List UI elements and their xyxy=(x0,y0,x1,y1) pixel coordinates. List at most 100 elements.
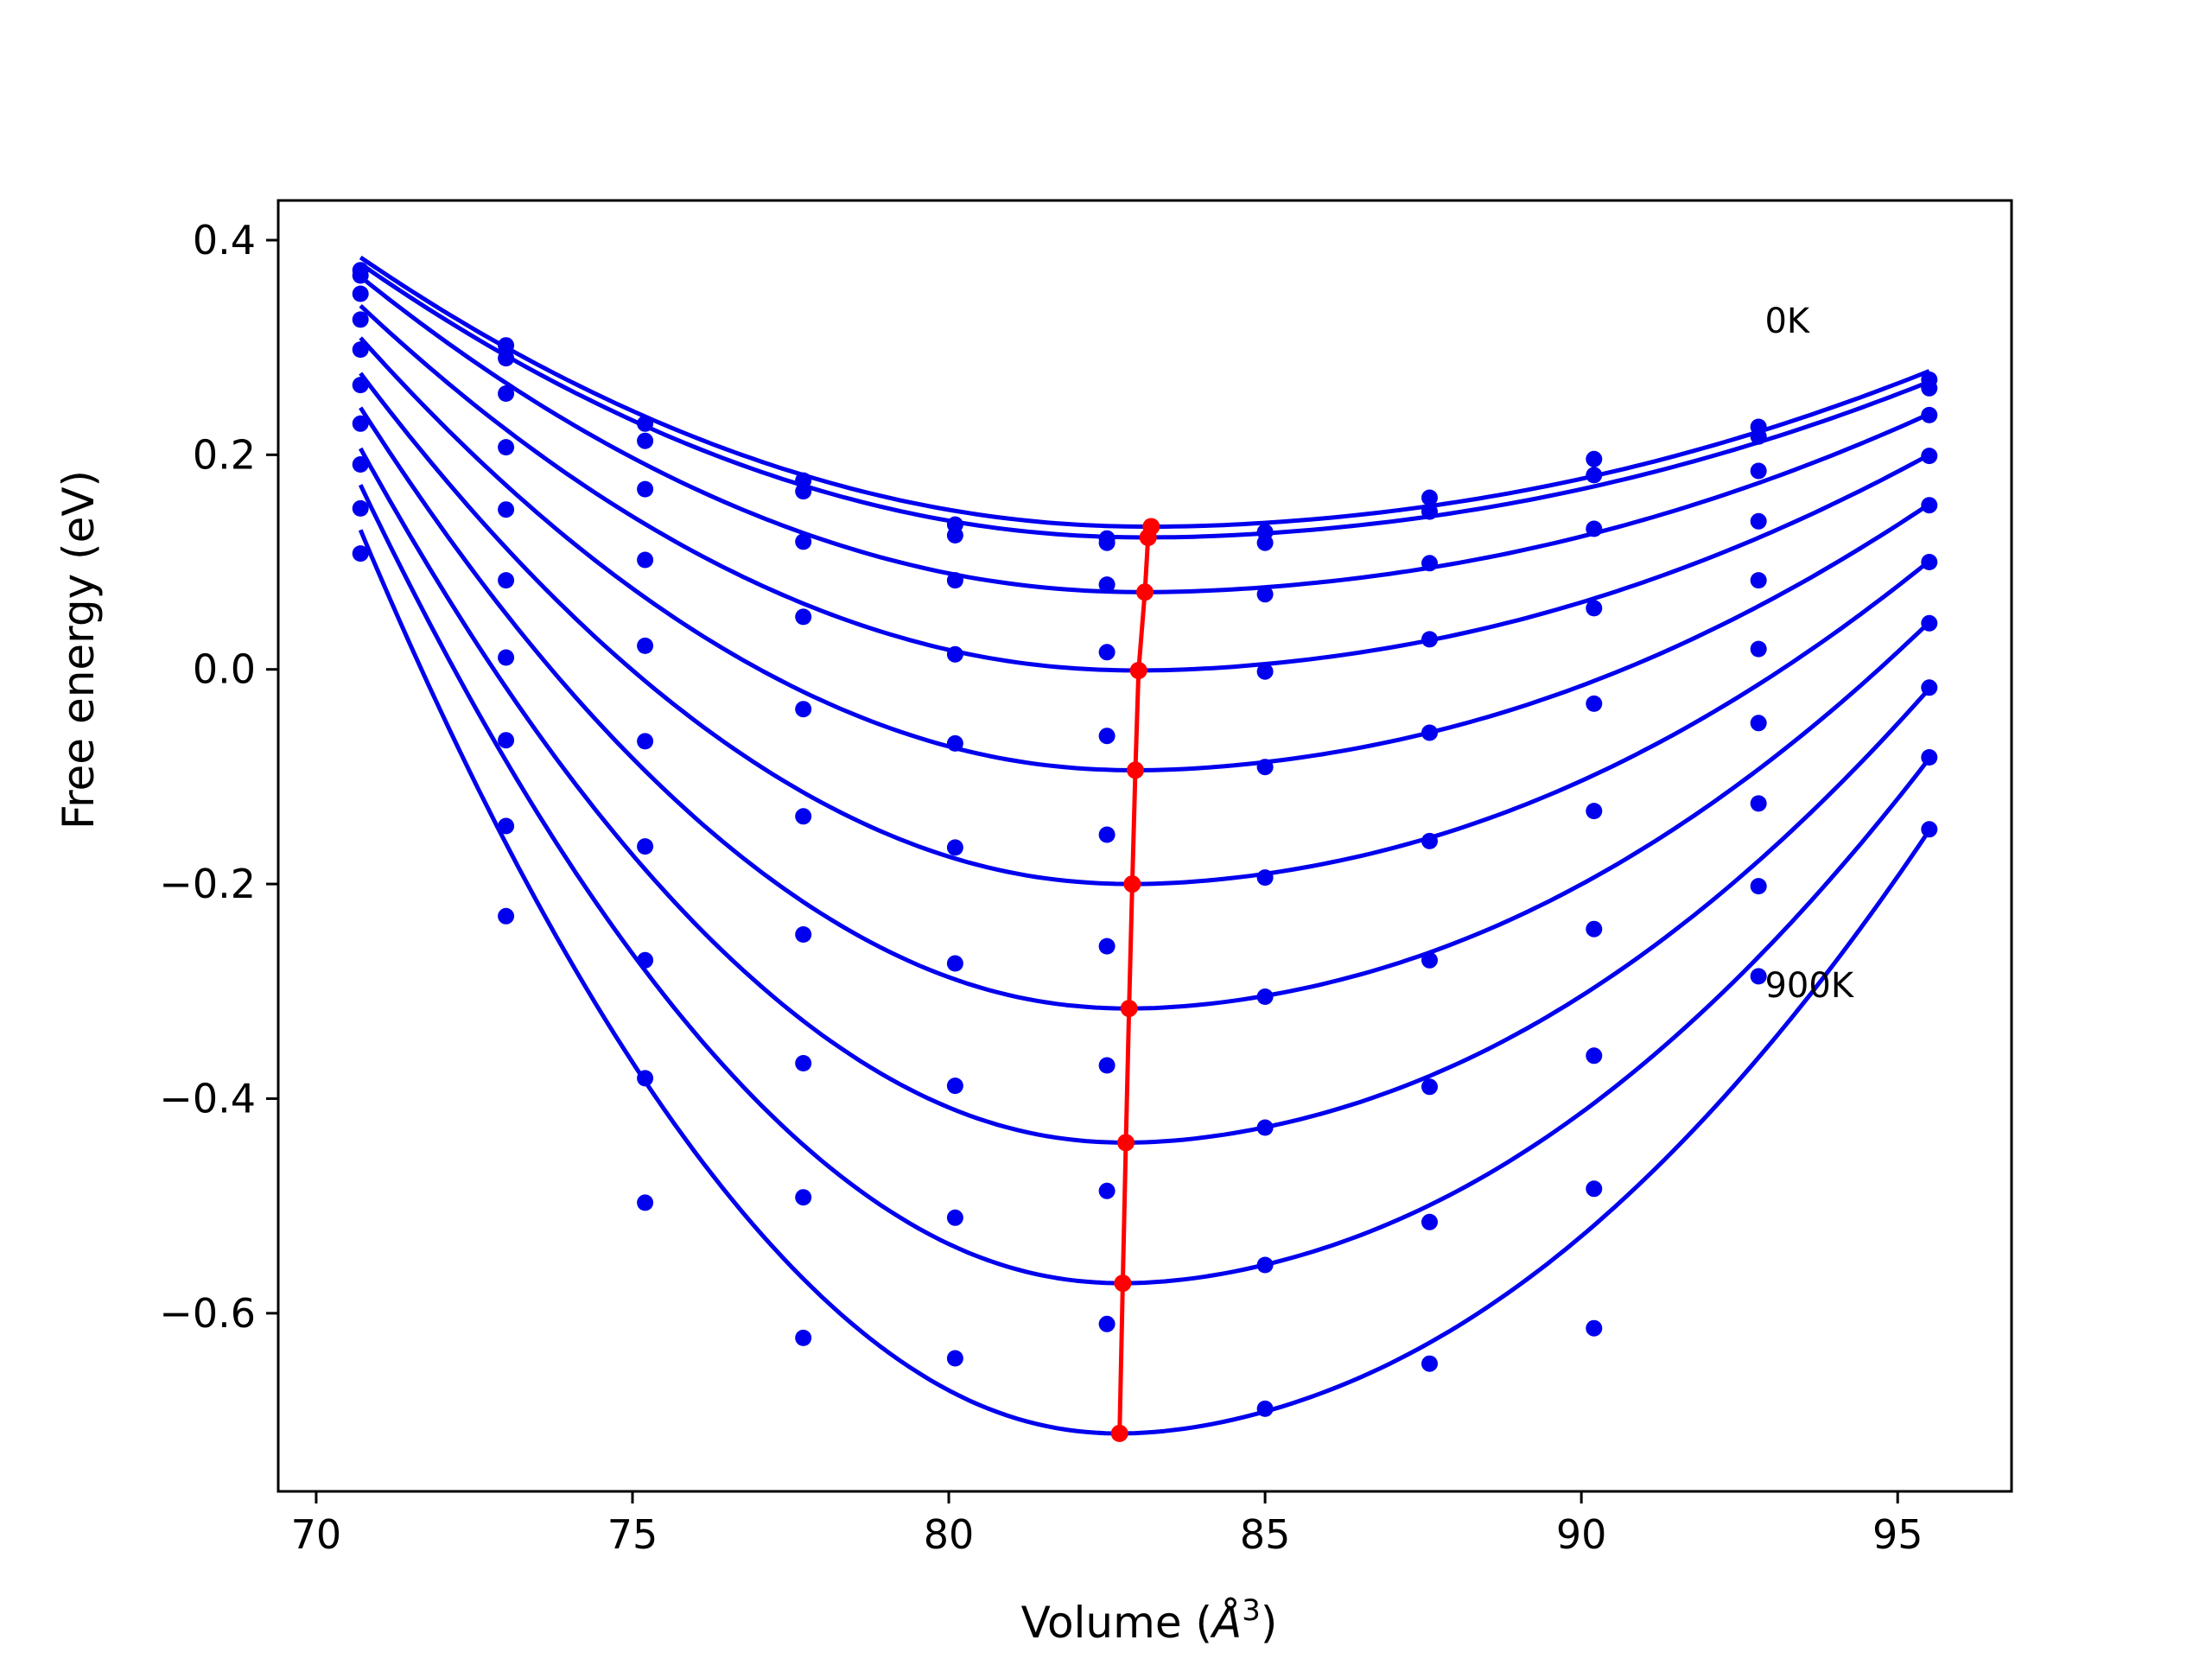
x-axis-ticks: 70 75 80 85 90 95 xyxy=(291,1491,1923,1558)
x-tick-label: 95 xyxy=(1872,1511,1923,1558)
data-point xyxy=(637,415,654,432)
data-point xyxy=(352,285,369,302)
data-point xyxy=(498,385,515,402)
data-point xyxy=(1421,503,1438,520)
x-axis-label-exponent: 3 xyxy=(1242,1593,1261,1628)
data-point xyxy=(637,733,654,750)
y-tick-label: −0.6 xyxy=(159,1290,256,1337)
y-tick-label: 0.0 xyxy=(193,646,256,693)
data-point xyxy=(1421,1078,1438,1096)
data-point xyxy=(498,572,515,589)
annotation-label: 900K xyxy=(1764,966,1854,1006)
data-point xyxy=(1750,968,1767,985)
data-point xyxy=(1921,679,1938,696)
y-tick-label: 0.2 xyxy=(193,431,256,478)
minimum-line-path xyxy=(1117,525,1154,1433)
data-point xyxy=(1750,428,1767,445)
y-axis-label: Free energy (eV) xyxy=(54,470,104,830)
data-point xyxy=(1750,878,1767,895)
data-point xyxy=(498,907,515,925)
data-point xyxy=(795,533,812,550)
x-axis-label-text: Volume ( xyxy=(1021,1598,1212,1648)
data-point xyxy=(1421,832,1438,849)
data-point xyxy=(637,551,654,569)
data-point xyxy=(1586,920,1603,938)
data-point xyxy=(795,701,812,718)
x-tick-label: 85 xyxy=(1240,1511,1291,1558)
data-point xyxy=(946,1350,963,1367)
data-point xyxy=(637,1194,654,1211)
minimum-line xyxy=(1110,518,1160,1442)
data-point xyxy=(498,439,515,456)
data-point xyxy=(352,499,369,517)
data-point xyxy=(1921,821,1938,838)
minimum-point xyxy=(1127,761,1144,779)
data-point xyxy=(1421,631,1438,648)
data-point xyxy=(795,608,812,626)
data-point xyxy=(352,341,369,359)
minimum-point xyxy=(1114,1274,1132,1293)
minimum-point xyxy=(1117,1134,1135,1152)
minimum-point xyxy=(1110,1424,1128,1442)
x-tick-label: 80 xyxy=(924,1511,975,1558)
data-point xyxy=(1750,795,1767,812)
y-tick-label: −0.2 xyxy=(159,861,256,907)
data-point xyxy=(352,456,369,473)
data-point xyxy=(946,527,963,543)
x-axis-label: Volume (Å3) xyxy=(1021,1593,1278,1648)
data-point xyxy=(498,350,515,367)
data-point xyxy=(1256,759,1274,776)
data-point xyxy=(1586,600,1603,617)
data-point xyxy=(1921,379,1938,397)
data-point xyxy=(1921,497,1938,514)
data-point xyxy=(1256,1119,1274,1136)
data-point xyxy=(1421,951,1438,969)
annotations: 0K 900K xyxy=(1764,302,1854,1006)
data-point xyxy=(1750,512,1767,530)
data-point xyxy=(352,311,369,328)
fit-curve-1 xyxy=(359,255,1930,529)
data-point xyxy=(1586,520,1603,537)
data-point xyxy=(946,1077,963,1095)
fit-curve-2 xyxy=(359,262,1930,540)
data-point xyxy=(637,951,654,969)
data-point xyxy=(946,839,963,856)
data-point xyxy=(946,572,963,589)
data-point xyxy=(1750,572,1767,589)
data-point xyxy=(1421,1355,1438,1372)
annotation-label: 0K xyxy=(1764,302,1810,341)
data-point xyxy=(1921,614,1938,632)
data-point xyxy=(1098,826,1116,843)
data-point xyxy=(352,545,369,563)
data-point xyxy=(637,637,654,654)
data-point xyxy=(795,926,812,943)
data-point xyxy=(1750,715,1767,732)
y-tick-label: −0.4 xyxy=(159,1075,256,1122)
minimum-point xyxy=(1123,875,1141,893)
data-point xyxy=(1098,534,1116,551)
fit-curve-6 xyxy=(359,372,1931,887)
fit-curve-7 xyxy=(359,406,1931,1011)
data-point xyxy=(1098,728,1116,745)
data-point xyxy=(1256,534,1274,551)
minimum-point xyxy=(1129,662,1147,679)
data-point xyxy=(1421,724,1438,741)
x-axis-label-close: ) xyxy=(1261,1598,1278,1648)
data-point xyxy=(498,649,515,666)
data-point xyxy=(1921,749,1938,766)
data-point xyxy=(1421,555,1438,572)
data-point xyxy=(795,1329,812,1346)
x-tick-label: 70 xyxy=(291,1511,342,1558)
data-point xyxy=(1586,695,1603,712)
minimum-point xyxy=(1120,1000,1138,1018)
minimum-point xyxy=(1139,529,1157,546)
data-point xyxy=(1586,450,1603,467)
data-point xyxy=(946,955,963,972)
data-point xyxy=(1421,489,1438,506)
y-axis-ticks: 0.4 0.2 0.0 −0.2 −0.4 −0.6 xyxy=(159,217,278,1337)
x-axis-label-unit: Å xyxy=(1210,1598,1242,1648)
data-point xyxy=(637,1070,654,1087)
data-point xyxy=(637,432,654,449)
data-point xyxy=(352,377,369,394)
